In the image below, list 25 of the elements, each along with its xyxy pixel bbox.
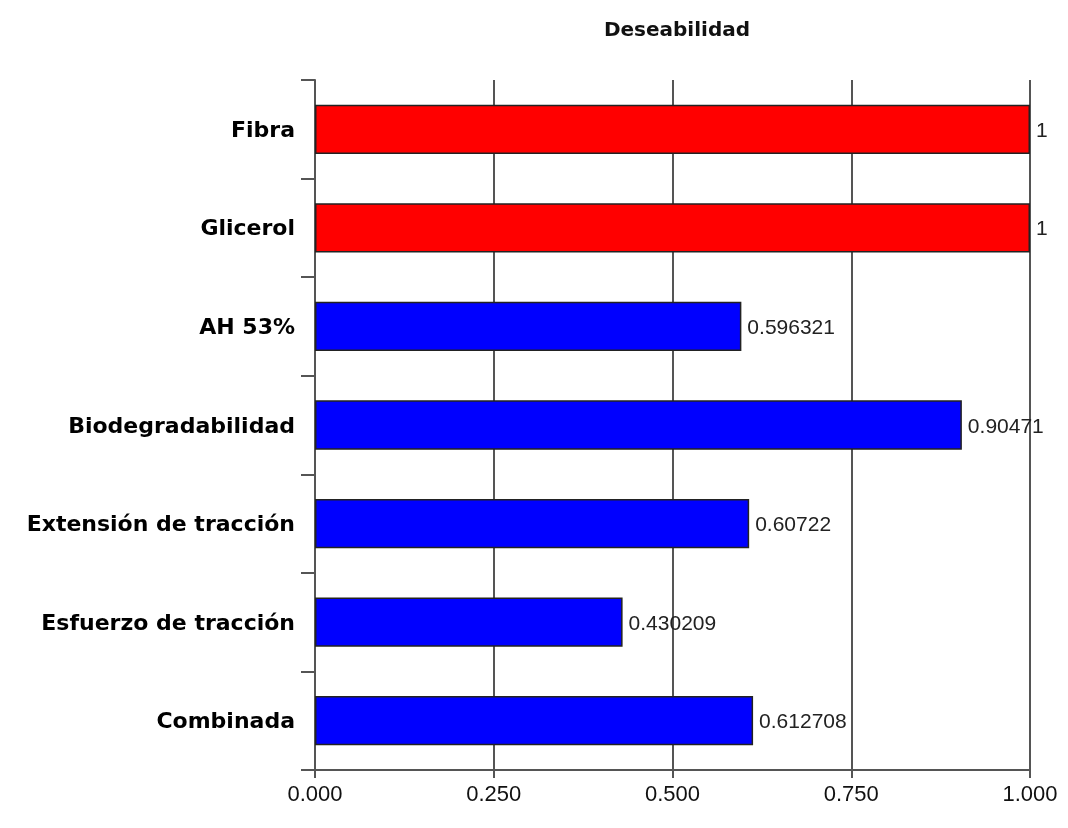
bar: [315, 301, 742, 352]
bar: [315, 498, 750, 549]
x-tick-label: 0.500: [644, 780, 701, 806]
data-label: 1: [1036, 216, 1048, 240]
y-tick-label: Glicerol: [200, 215, 295, 241]
y-tick-label: Extensión de tracción: [26, 511, 295, 537]
x-tick-label: 0.000: [287, 780, 343, 806]
bar: [315, 104, 1030, 154]
y-tick-label: Biodegradabilidad: [68, 412, 295, 438]
data-label: 0.596321: [747, 314, 835, 338]
y-tick-label: Combinada: [156, 708, 295, 734]
data-label: 0.612708: [759, 709, 847, 733]
x-tick-label: 1.000: [1002, 780, 1058, 806]
bar: [315, 597, 623, 647]
chart-title: Deseabilidad: [603, 17, 751, 41]
bar: [315, 696, 754, 746]
data-label: 0.60722: [755, 512, 832, 536]
x-tick-label: 0.750: [823, 780, 879, 806]
data-label: 1: [1036, 117, 1048, 141]
x-tick-label: 0.250: [466, 780, 522, 806]
y-tick-label: Esfuerzo de tracción: [41, 609, 295, 635]
y-tick-label: AH 53%: [199, 313, 295, 339]
bar: [315, 203, 1030, 253]
y-tick-label: Fibra: [230, 116, 295, 142]
bar: [315, 400, 962, 450]
